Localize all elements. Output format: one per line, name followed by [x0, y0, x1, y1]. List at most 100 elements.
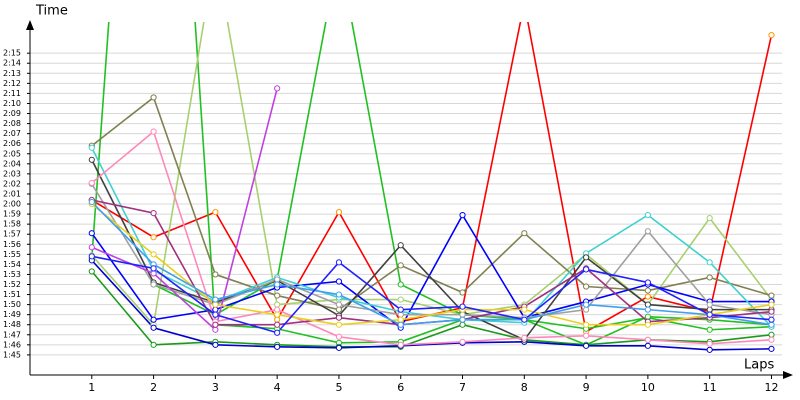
point: [274, 306, 281, 313]
point: [212, 208, 219, 216]
point: [88, 253, 95, 260]
point: [768, 308, 775, 315]
point: [274, 316, 281, 323]
point: [768, 331, 775, 338]
point: [150, 209, 157, 217]
point: [150, 324, 157, 331]
point: [335, 208, 343, 216]
point: [582, 266, 590, 273]
point: [397, 341, 404, 348]
point: [335, 321, 343, 328]
x-tick-label: 6: [397, 381, 404, 394]
point: [459, 311, 466, 318]
point: [212, 321, 219, 328]
point: [335, 291, 343, 298]
point: [644, 336, 651, 343]
point: [459, 303, 466, 310]
y-tick-label: 2:00: [3, 200, 21, 209]
point: [274, 329, 281, 336]
point: [274, 276, 281, 283]
series-line: [91, 88, 278, 332]
point: [582, 301, 590, 308]
x-tick-label: 5: [335, 381, 342, 394]
series-line: [91, 159, 772, 341]
point: [522, 0, 527, 5]
y-tick-label: 2:01: [3, 189, 21, 198]
point: [521, 306, 528, 313]
series-line: [91, 203, 772, 326]
x-tick-label: 8: [521, 381, 528, 394]
series-line: [90, 22, 772, 344]
point: [335, 301, 343, 308]
y-tick-label: 2:14: [3, 59, 21, 68]
series-line: [91, 201, 772, 326]
point: [644, 321, 651, 328]
point: [150, 128, 157, 135]
point: [582, 306, 590, 313]
point: [397, 262, 404, 269]
point: [644, 211, 651, 219]
point: [397, 281, 404, 288]
point: [706, 301, 713, 308]
point: [274, 292, 281, 299]
point: [150, 265, 157, 272]
y-tick-label: 1:56: [3, 240, 21, 249]
point: [706, 340, 713, 347]
y-tick-label: 1:52: [3, 280, 21, 289]
y-tick-label: 2:06: [3, 139, 21, 148]
point: [397, 321, 404, 328]
point: [459, 316, 466, 323]
y-tick-label: 1:47: [3, 330, 21, 339]
point: [644, 228, 651, 235]
x-tick-label: 12: [764, 381, 778, 394]
series-line: [91, 22, 773, 327]
point: [459, 321, 466, 328]
series-line: [91, 259, 772, 351]
y-tick-label: 2:04: [3, 159, 21, 168]
point: [582, 342, 590, 349]
point: [768, 345, 775, 352]
plot-area: [88, 0, 775, 353]
x-tick-label: 9: [583, 381, 590, 394]
y-axis-label: Time: [35, 4, 68, 19]
point: [397, 311, 404, 318]
point: [706, 306, 713, 313]
point: [644, 301, 651, 308]
point: [88, 244, 95, 251]
y-tick-label: 2:10: [3, 99, 21, 108]
point: [212, 326, 219, 333]
point: [706, 259, 713, 266]
point: [706, 274, 713, 281]
point: [582, 283, 590, 290]
point: [88, 179, 95, 187]
point: [212, 296, 219, 303]
point: [521, 316, 528, 323]
x-tick-label: 3: [212, 381, 219, 394]
point: [274, 281, 281, 288]
point: [459, 289, 466, 296]
x-tick-label: 4: [274, 381, 281, 394]
y-tick-label: 2:13: [3, 69, 21, 78]
point: [459, 211, 466, 219]
y-tick-label: 1:58: [3, 220, 21, 229]
y-tick-label: 2:03: [3, 169, 21, 178]
y-tick-label: 1:45: [3, 350, 21, 359]
point: [274, 321, 281, 328]
y-tick-label: 2:05: [3, 149, 21, 158]
point: [212, 301, 219, 308]
point: [335, 344, 343, 351]
y-tick-label: 2:08: [3, 119, 21, 128]
point: [274, 311, 281, 318]
point: [335, 314, 343, 321]
point: [644, 306, 651, 313]
point: [706, 326, 713, 333]
point: [644, 313, 651, 320]
x-axis-label: Laps: [744, 358, 774, 373]
point: [397, 296, 404, 303]
point: [582, 321, 590, 328]
y-tick-label: 1:57: [3, 230, 21, 239]
y-arrow: [26, 20, 34, 30]
point: [150, 270, 157, 277]
x-tick-label: 11: [703, 381, 717, 394]
